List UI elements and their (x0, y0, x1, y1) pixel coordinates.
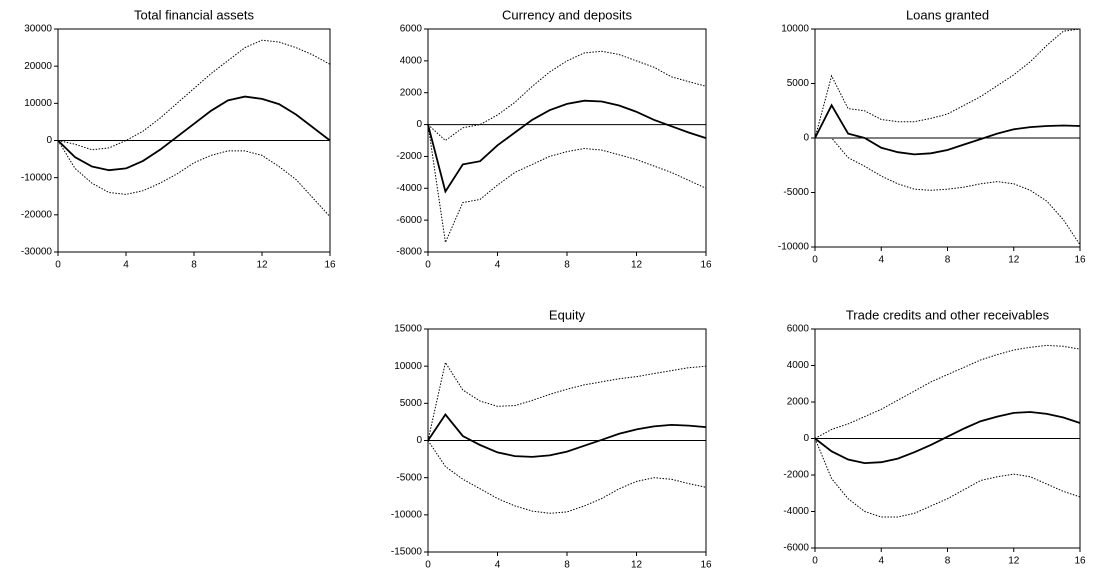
x-tick-label: 0 (812, 556, 818, 567)
y-tick-label: -8000 (396, 247, 422, 258)
y-tick-label: -4000 (396, 183, 422, 194)
x-tick-label: 4 (495, 260, 501, 271)
y-tick-label: 15000 (394, 324, 422, 335)
series-line (814, 411, 1081, 465)
x-tick-label: 12 (631, 260, 643, 271)
x-tick-label: 8 (945, 255, 951, 266)
plot-frame (427, 28, 707, 253)
series-line (814, 28, 1081, 139)
x-tick-label: 16 (324, 260, 336, 271)
y-tick-label: 5000 (787, 78, 810, 89)
y-tick-label: -4000 (783, 506, 809, 517)
y-tick-label: -6000 (396, 215, 422, 226)
x-tick-label: 4 (495, 560, 501, 571)
chart-title: Total financial assets (134, 7, 254, 22)
y-tick-label: 10000 (394, 361, 422, 372)
chart-title: Loans granted (906, 7, 989, 22)
x-tick-label: 0 (55, 260, 61, 271)
y-tick-label: 10000 (24, 98, 52, 109)
series-line (427, 124, 707, 245)
y-tick-label: 6000 (787, 324, 810, 335)
x-tick-label: 4 (123, 260, 129, 271)
x-tick-label: 16 (700, 260, 712, 271)
y-tick-label: -5000 (783, 187, 809, 198)
y-tick-label: -10000 (21, 172, 53, 183)
y-tick-label: -20000 (21, 209, 53, 220)
series-line (427, 412, 707, 458)
x-tick-label: 0 (425, 260, 431, 271)
series-line (427, 440, 707, 514)
series-line (814, 438, 1081, 518)
series-line (427, 361, 707, 441)
y-tick-label: 30000 (24, 24, 52, 35)
y-tick-label: 0 (803, 133, 809, 144)
y-tick-label: 0 (803, 433, 809, 444)
chart-title: Currency and deposits (502, 7, 633, 22)
y-tick-label: -6000 (783, 543, 809, 554)
y-tick-label: 6000 (400, 24, 423, 35)
y-tick-label: -10000 (391, 509, 423, 520)
x-tick-label: 12 (631, 560, 643, 571)
y-tick-label: 20000 (24, 61, 52, 72)
series-line (427, 99, 707, 194)
y-tick-label: 2000 (787, 397, 810, 408)
y-tick-label: -30000 (21, 247, 53, 258)
series-line (427, 50, 707, 142)
x-tick-label: 4 (878, 255, 884, 266)
x-tick-label: 0 (812, 255, 818, 266)
y-tick-label: 10000 (781, 24, 809, 35)
x-tick-label: 16 (700, 560, 712, 571)
chart-title: Trade credits and other receivables (846, 307, 1050, 322)
x-tick-label: 4 (878, 556, 884, 567)
series-line (814, 344, 1081, 439)
series-line (815, 137, 1081, 246)
x-tick-label: 16 (1074, 255, 1086, 266)
x-tick-label: 16 (1074, 556, 1086, 567)
y-tick-label: -2000 (396, 151, 422, 162)
y-tick-label: -10000 (778, 242, 810, 253)
y-tick-label: -15000 (391, 547, 423, 558)
y-tick-label: 0 (416, 119, 422, 130)
x-tick-label: 8 (191, 260, 197, 271)
y-tick-label: 4000 (400, 55, 423, 66)
x-tick-label: 0 (425, 560, 431, 571)
y-tick-label: -5000 (396, 472, 422, 483)
y-tick-label: 4000 (787, 360, 810, 371)
x-tick-label: 8 (945, 556, 951, 567)
series-line (814, 103, 1081, 156)
x-tick-label: 8 (564, 560, 570, 571)
y-tick-label: 2000 (400, 87, 423, 98)
y-tick-label: 0 (416, 435, 422, 446)
y-tick-label: -2000 (783, 470, 809, 481)
x-tick-label: 12 (1008, 556, 1020, 567)
y-tick-label: 0 (46, 135, 52, 146)
x-tick-label: 12 (1008, 255, 1020, 266)
series-line (57, 140, 331, 218)
series-line (57, 95, 331, 172)
chart-title: Equity (549, 307, 586, 322)
x-tick-label: 8 (564, 260, 570, 271)
series-line (57, 39, 331, 151)
x-tick-label: 12 (256, 260, 268, 271)
y-tick-label: 5000 (400, 398, 423, 409)
